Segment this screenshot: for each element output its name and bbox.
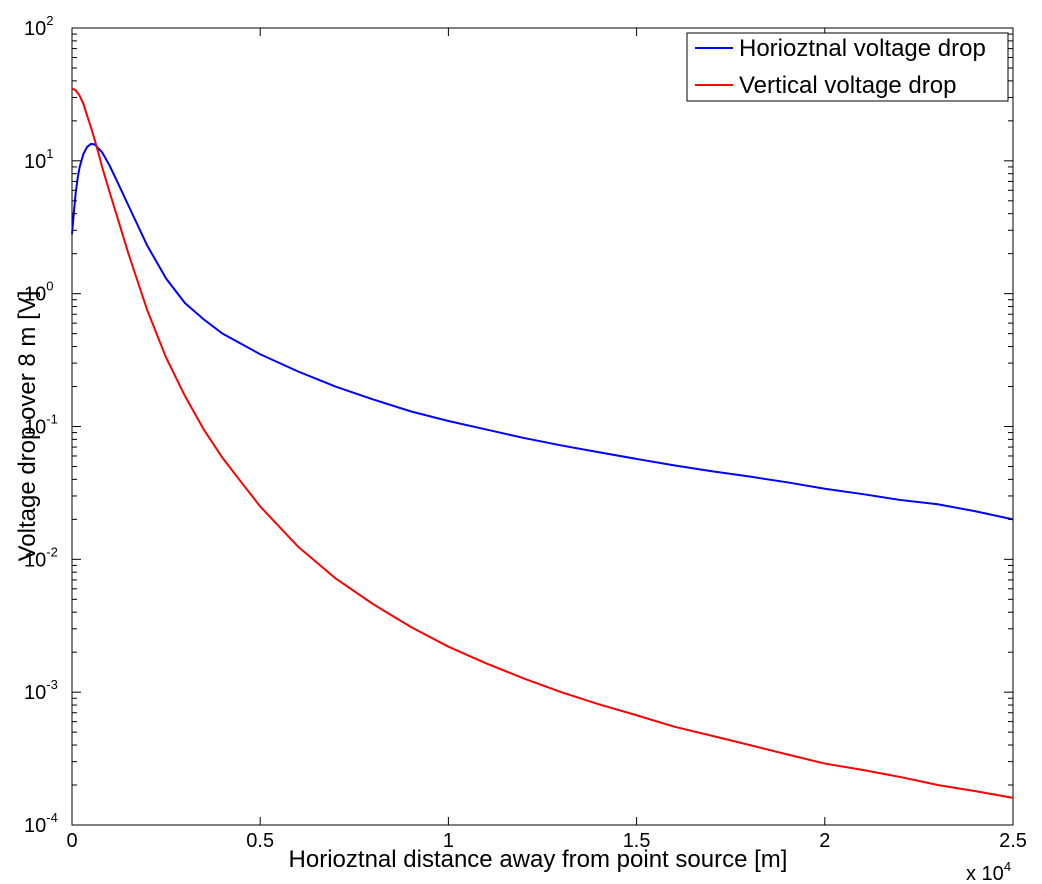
y-tick-label-exponent: 2 xyxy=(46,13,53,28)
legend-box xyxy=(686,32,1009,102)
x-axis-label: Horioztnal distance away from point sour… xyxy=(289,846,788,873)
y-tick-label-base: 10 xyxy=(24,18,46,40)
y-tick-label-exponent: 1 xyxy=(46,146,53,161)
x-tick-label: 1.5 xyxy=(623,830,651,852)
y-tick-label: 101 xyxy=(24,146,53,173)
legend-label-horizontal: Horioztnal voltage drop xyxy=(739,35,986,62)
y-tick-label-exponent: -3 xyxy=(46,677,58,692)
x-tick-label: 0.5 xyxy=(246,830,274,852)
y-tick-label-base: 10 xyxy=(24,417,46,439)
y-tick-label: 102 xyxy=(24,13,53,40)
x-tick-label: 2.5 xyxy=(999,830,1027,852)
curves xyxy=(71,87,1014,799)
legend: Horioztnal voltage drop Vertical voltage… xyxy=(686,32,1009,102)
y-tick-label-base: 10 xyxy=(24,682,46,704)
x-tick-label: 2 xyxy=(819,830,830,852)
y-tick-label-base: 10 xyxy=(24,815,46,837)
y-axis-label: Voltage drop over 8 m [V] xyxy=(14,291,41,562)
x-axis-ticks: 0 0.5 1 1.5 2 2.5 xyxy=(66,28,1027,852)
series-line-0 xyxy=(71,142,1014,521)
y-tick-label-base: 10 xyxy=(24,151,46,173)
plot-area xyxy=(71,27,1014,826)
x-multiplier: x 104 xyxy=(966,859,1011,884)
y-tick-label-base: 10 xyxy=(24,549,46,571)
series-line-1 xyxy=(71,87,1014,799)
y-tick-label-base: 10 xyxy=(24,284,46,306)
y-tick-label-exponent: 0 xyxy=(46,279,53,294)
y-tick-label: 10-4 xyxy=(24,810,58,837)
y-tick-label: 10-1 xyxy=(24,412,58,439)
x-tick-label: 0 xyxy=(66,830,77,852)
y-tick-label-exponent: -1 xyxy=(46,412,58,427)
x-multiplier-exponent: 4 xyxy=(1004,859,1011,874)
y-tick-label-exponent: -4 xyxy=(46,810,58,825)
x-tick-label: 1 xyxy=(443,830,454,852)
y-tick-label-exponent: -2 xyxy=(46,544,58,559)
x-multiplier-base: x 10 xyxy=(966,863,1004,884)
y-tick-label: 100 xyxy=(24,279,53,306)
legend-label-vertical: Vertical voltage drop xyxy=(739,72,956,99)
y-tick-label: 10-3 xyxy=(24,677,58,704)
y-tick-label: 10-2 xyxy=(24,544,58,571)
